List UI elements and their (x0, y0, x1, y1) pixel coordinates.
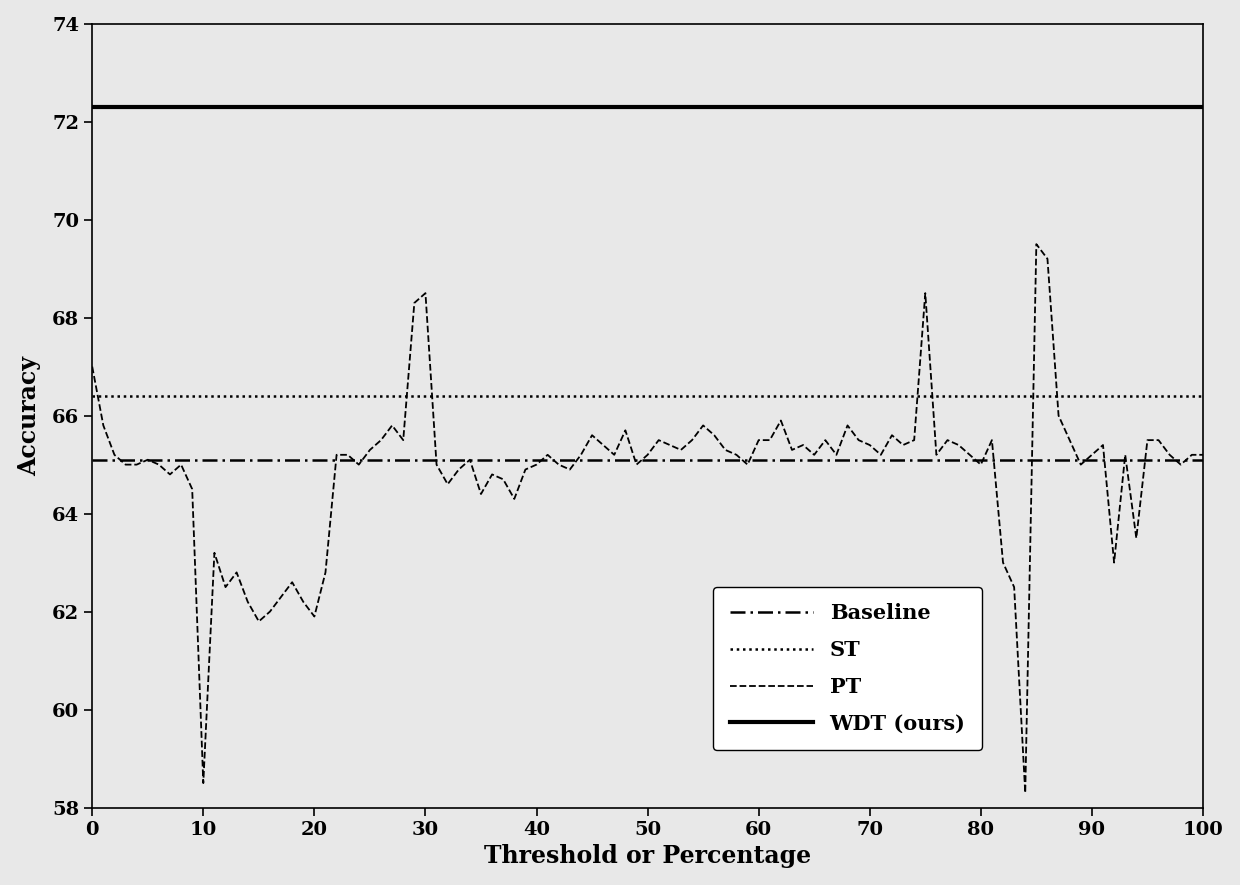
PT (862, 440, 877, 450)
Y-axis label: Accuracy: Accuracy (16, 356, 41, 475)
PT (1018, 788, 1033, 798)
Line: PT: PT (92, 244, 1203, 793)
PT (1195, 450, 1210, 460)
PT (918, 288, 932, 298)
PT (1029, 239, 1044, 250)
PT (595, 440, 610, 450)
PT (751, 435, 766, 445)
X-axis label: Threshold or Percentage: Threshold or Percentage (484, 844, 811, 868)
PT (362, 444, 377, 455)
PT (162, 469, 177, 480)
Legend: Baseline, ST, PT, WDT (ours): Baseline, ST, PT, WDT (ours) (713, 587, 982, 750)
PT (84, 361, 99, 372)
